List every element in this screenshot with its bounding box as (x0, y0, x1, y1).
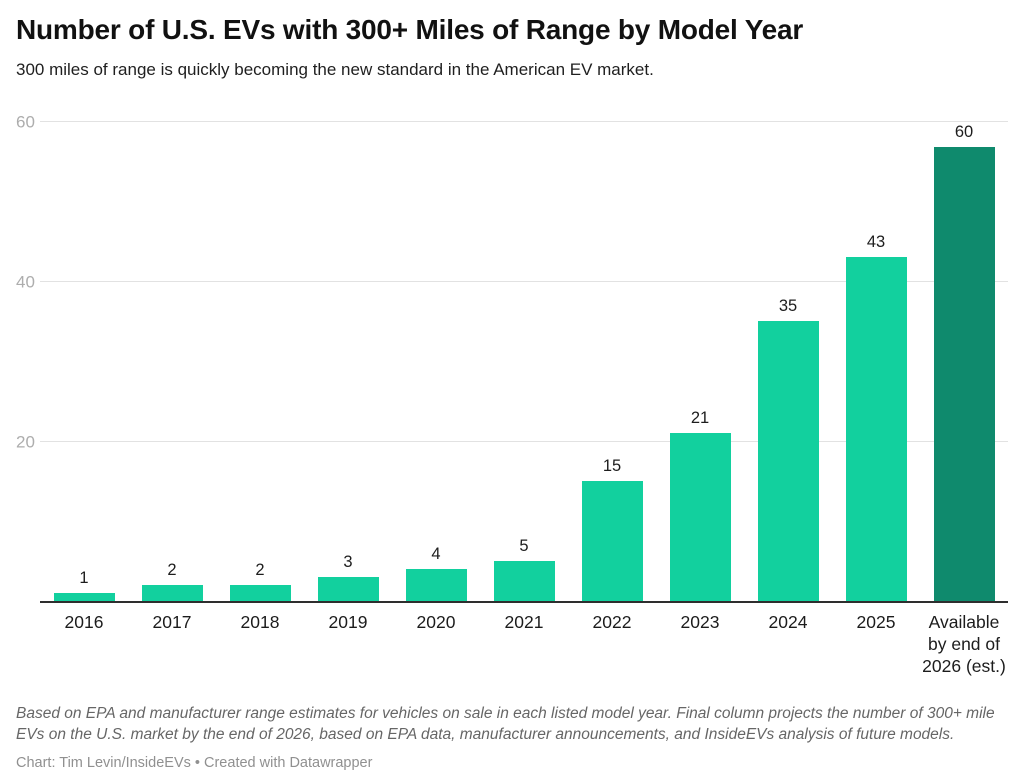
bar-value-label: 2 (255, 561, 265, 580)
bar-value-label: 15 (602, 457, 622, 476)
x-axis-label: 2022 (592, 612, 632, 633)
footnote: Based on EPA and manufacturer range esti… (16, 704, 995, 743)
bars-layer: 1 2 2 3 4 5 15 21 35 43 60 (40, 123, 1008, 602)
bar (141, 585, 203, 602)
x-axis-label: 2019 (328, 612, 368, 633)
y-tick-label-20: 20 (16, 433, 40, 451)
gridline-60 (40, 121, 1008, 123)
gridline-40 (40, 281, 1008, 283)
x-axis-label: 2020 (416, 612, 456, 633)
bar-value-label: 5 (519, 537, 529, 556)
bar-column: 2 (128, 123, 216, 602)
bar (317, 577, 379, 602)
bar-column: 5 (480, 123, 568, 602)
y-tick-label-40: 40 (16, 273, 40, 291)
bar-column: 2 (216, 123, 304, 602)
x-axis-label: 2018 (240, 612, 280, 633)
y-tick-label-60: 60 (16, 113, 40, 131)
x-axis-label: 2025 (856, 612, 896, 633)
x-axis-label: 2021 (504, 612, 544, 633)
gridline-20 (40, 441, 1008, 443)
bar-value-label: 4 (431, 545, 441, 564)
bar-value-label: 60 (954, 123, 974, 142)
bar (229, 585, 291, 602)
chart-subtitle: 300 miles of range is quickly becoming t… (16, 60, 654, 80)
x-axis-labels: 2016 2017 2018 2019 2020 2021 2022 2023 2024 2025… (40, 603, 1008, 678)
bar-column: 15 (568, 123, 656, 602)
bar-column: 60 (920, 123, 1008, 602)
bar-column: 35 (744, 123, 832, 602)
x-axis-label: 2024 (768, 612, 808, 633)
bar-value-label: 1 (79, 569, 89, 588)
x-axis-label: 2023 (680, 612, 720, 633)
bar (845, 257, 907, 602)
bar (933, 147, 995, 602)
credit-line: Chart: Tim Levin/InsideEVs • Created wit… (16, 754, 373, 771)
bar-column: 1 (40, 123, 128, 602)
bar (405, 569, 467, 602)
bar-column: 21 (656, 123, 744, 602)
x-axis-label: 2016 (64, 612, 104, 633)
bar (581, 481, 643, 602)
bar-value-label: 3 (343, 553, 353, 572)
bar-value-label: 2 (167, 561, 177, 580)
bar-chart: 1 2 2 3 4 5 15 21 35 43 60 20 40 60 2016 2017 2018 2019… (16, 113, 1008, 678)
bar-column: 3 (304, 123, 392, 602)
chart-title: Number of U.S. EVs with 300+ Miles of Ra… (16, 14, 804, 45)
x-axis-label: Available by end of 2026 (est.) (922, 612, 1006, 677)
plot-area: 1 2 2 3 4 5 15 21 35 43 60 20 40 60 (16, 113, 1008, 604)
x-axis-label: 2017 (152, 612, 192, 633)
bar-column: 4 (392, 123, 480, 602)
bar-value-label: 35 (778, 297, 798, 316)
bar-value-label: 21 (690, 409, 710, 428)
bar (669, 433, 731, 602)
bar (53, 593, 115, 602)
bar (757, 321, 819, 602)
bar-column: 43 (832, 123, 920, 602)
bar-value-label: 43 (866, 233, 886, 252)
bar (493, 561, 555, 602)
